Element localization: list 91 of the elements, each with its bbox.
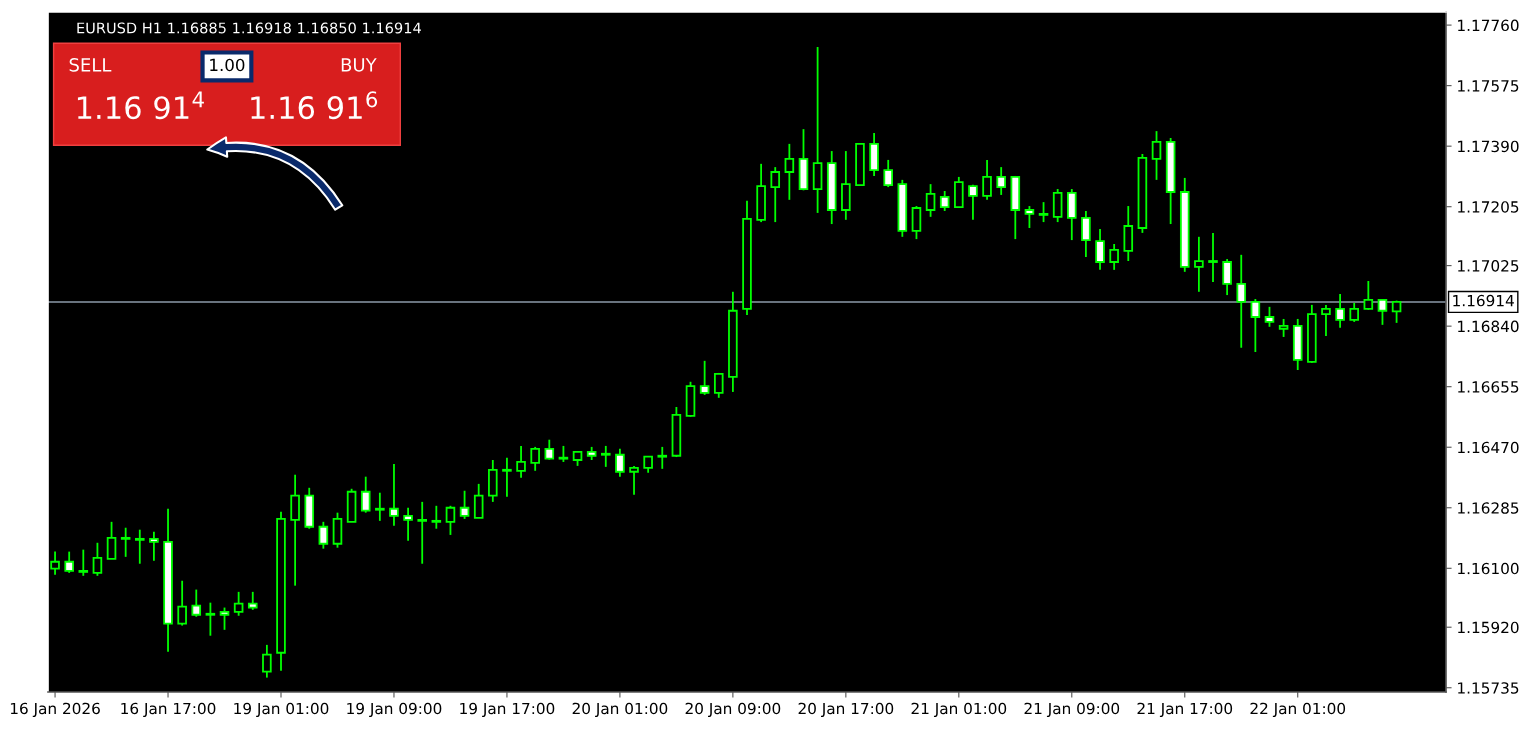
x-tick-label: 16 Jan 17:00: [121, 702, 216, 718]
y-tick-label: 1.17760: [1458, 19, 1519, 32]
candlestick: [629, 464, 639, 496]
candlestick: [459, 489, 470, 520]
x-tick-label: 20 Jan 09:00: [685, 702, 781, 718]
annotation: 1.00: [210, 58, 245, 72]
x-tick-label: 21 Jan 17:00: [1137, 702, 1233, 718]
candlestick: [78, 548, 89, 577]
y-tick-label: 1.16840: [1458, 320, 1519, 333]
candlestick: [911, 205, 922, 241]
candlestick: [1236, 253, 1247, 349]
candlestick: [92, 541, 103, 577]
candlestick: [1109, 243, 1119, 271]
y-tick-label: 1.15735: [1458, 682, 1519, 694]
candlestick: [262, 643, 272, 679]
candlestick: [219, 606, 230, 631]
candlestick: [530, 445, 540, 472]
x-tick-label: 21 Jan 01:00: [911, 702, 1007, 718]
x-tick-label: 19 Jan 09:00: [347, 702, 442, 718]
candlestick: [375, 491, 385, 522]
x-tick-label: 20 Jan 17:00: [798, 702, 894, 718]
candlestick: [1052, 188, 1063, 223]
x-tick-label: 21 Jan 09:00: [1024, 702, 1120, 718]
candlestick: [1321, 303, 1331, 337]
y-tick-label: 1.17205: [1458, 201, 1519, 213]
candlestick: [713, 372, 724, 399]
candlestick: [939, 190, 950, 212]
x-tick-label: 19 Jan 17:00: [460, 702, 555, 718]
candlestick: [1264, 305, 1275, 328]
text: EURUSD H1 1.16885 1.16918 1.16850 1.16914: [77, 22, 421, 34]
candlestick: [431, 504, 442, 530]
candlestick: [657, 445, 668, 470]
candlestick: [1024, 205, 1035, 229]
candlestick: [1363, 280, 1374, 311]
candlestick: [389, 463, 399, 527]
candlestick: [1335, 293, 1345, 329]
x-tick-label: 22 Jan 01:00: [1250, 702, 1346, 718]
candlestick: [403, 506, 413, 542]
y-tick-label: 1.15920: [1458, 621, 1519, 634]
candlestick: [360, 475, 371, 514]
candlestick: [968, 183, 978, 221]
candlestick: [473, 482, 484, 519]
y-tick-label: 1.17390: [1458, 140, 1519, 153]
candlestick: [318, 520, 329, 550]
candlestick: [1208, 231, 1218, 283]
candlestick: [699, 359, 710, 396]
candlestick: [615, 447, 625, 478]
candlestick: [177, 579, 187, 627]
y-tick-label: 1.16100: [1458, 562, 1519, 575]
y-tick-label: 1.17025: [1458, 260, 1519, 272]
y-tick-label: 1.16470: [1458, 441, 1519, 454]
candlestick: [1250, 298, 1261, 353]
candlestick: [1377, 298, 1388, 326]
annotation: SELL: [69, 57, 112, 72]
annotation: 1.16 91$^{4}$: [77, 91, 204, 120]
candlestick: [544, 438, 555, 461]
x-tick-label: 19 Jan 01:00: [234, 702, 329, 718]
x-tick-label: 20 Jan 01:00: [572, 702, 668, 718]
ref-line-label: 1.16914: [1453, 294, 1514, 307]
x-tick-label: 16 Jan 2026: [10, 702, 100, 718]
y-tick-label: 1.16655: [1458, 381, 1519, 393]
candlestick: [925, 183, 936, 218]
y-tick-label: 1.16285: [1458, 502, 1519, 514]
candlestick: [1095, 228, 1105, 271]
candlestick: [445, 504, 456, 536]
candlestick: [1222, 258, 1232, 296]
candlestick: [1038, 201, 1049, 223]
candlestick: [1151, 130, 1162, 181]
candlestick: [982, 159, 992, 201]
y-tick-label: 1.17575: [1458, 80, 1519, 92]
candlestick: [784, 142, 795, 201]
candlestick: [120, 526, 131, 558]
candlestick: [417, 500, 428, 565]
candlestick: [64, 550, 74, 574]
candlestick: [1081, 210, 1091, 259]
candlestick: [883, 159, 894, 188]
candlestick: [106, 520, 117, 560]
candlestick: [1194, 235, 1204, 293]
annotation: BUY: [341, 58, 377, 72]
candlestick: [149, 530, 159, 562]
candlestick: [516, 445, 526, 479]
candlestick: [502, 456, 512, 498]
annotation: 1.16 91$^{6}$: [251, 91, 378, 120]
candlestick: [1349, 302, 1360, 323]
candlestick: [770, 166, 781, 223]
candlestick: [233, 590, 244, 617]
candlestick: [134, 528, 145, 565]
candlestick: [205, 601, 216, 637]
candlestick: [600, 445, 611, 468]
candlestick: [191, 588, 202, 618]
candlestick: [996, 166, 1006, 196]
